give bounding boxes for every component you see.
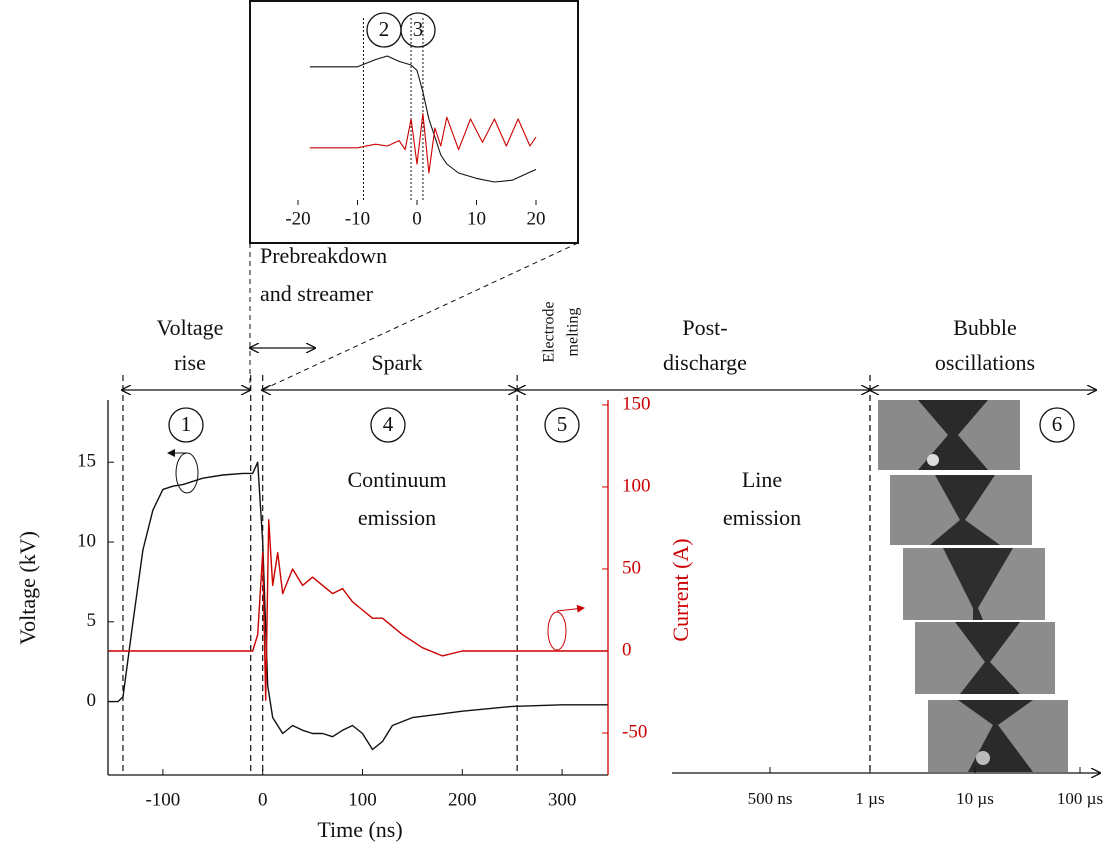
circled-number: 6 [1052, 412, 1063, 436]
y2-tick-label: 50 [622, 557, 641, 578]
annotation: Spark [371, 350, 422, 375]
x-tick-label: 200 [448, 789, 477, 810]
annotation: melting [565, 308, 582, 357]
annotation: and streamer [260, 281, 374, 306]
log-tick-label: 10 µs [956, 789, 994, 808]
inset-tick-label: 20 [527, 208, 546, 229]
annotation: Bubble [953, 315, 1017, 340]
annotation: Prebreakdown [260, 243, 387, 268]
y-tick-label: 0 [87, 690, 97, 711]
annotation: Post- [682, 315, 727, 340]
annotation: emission [358, 505, 436, 530]
y2-axis-label: Current (A) [668, 538, 693, 641]
y2-tick-label: -50 [622, 721, 647, 742]
circled-number-ring [370, 407, 406, 443]
y-tick-label: 10 [77, 530, 96, 551]
line [108, 519, 608, 701]
circled-number: 1 [181, 412, 192, 436]
y-tick-label: 5 [87, 610, 97, 631]
annotation: Electrode [541, 301, 558, 362]
annotation: Continuum [347, 467, 446, 492]
inset-tick-label: -20 [285, 208, 310, 229]
annotation: Line [742, 467, 782, 492]
annotation: discharge [663, 350, 747, 375]
trace-marker [175, 452, 199, 494]
circled-number: 3 [413, 17, 424, 41]
circled-number-ring [400, 12, 436, 48]
phase-arrows [122, 348, 1096, 775]
y-axis-label: Voltage (kV) [15, 531, 40, 645]
circled-number: 4 [383, 412, 394, 436]
circled-number: 2 [379, 17, 390, 41]
circled-number-ring [168, 407, 204, 443]
trace-arrow [556, 604, 585, 613]
inset-tick-label: -10 [345, 208, 370, 229]
annotation: emission [723, 505, 801, 530]
x-tick-label: 100 [348, 789, 377, 810]
line [309, 55, 537, 183]
inset-frame [249, 0, 579, 244]
x-tick-label: -100 [145, 789, 180, 810]
log-tick-label: 100 µs [1057, 789, 1103, 808]
x-tick-label: 300 [548, 789, 577, 810]
inset-tick-label: 0 [412, 208, 422, 229]
y-tick-label: 15 [77, 451, 96, 472]
inset-tick-label: 10 [467, 208, 486, 229]
annotation: oscillations [935, 350, 1035, 375]
annotation: rise [174, 350, 206, 375]
circled-number-ring [544, 407, 580, 443]
annotation: Voltage [157, 315, 224, 340]
line [108, 461, 608, 751]
bubble-images [878, 400, 1068, 772]
circled-number-ring [1039, 407, 1075, 443]
line [309, 113, 537, 174]
y2-tick-label: 100 [622, 475, 651, 496]
log-tick-label: 500 ns [748, 789, 793, 808]
trace-marker [547, 611, 567, 651]
circled-number: 5 [557, 412, 568, 436]
log-tick-label: 1 µs [855, 789, 884, 808]
connector [261, 242, 579, 391]
x-axis-label: Time (ns) [317, 817, 402, 842]
x-tick-label: 0 [258, 789, 268, 810]
y2-tick-label: 150 [622, 393, 651, 414]
y2-tick-label: 0 [622, 639, 632, 660]
